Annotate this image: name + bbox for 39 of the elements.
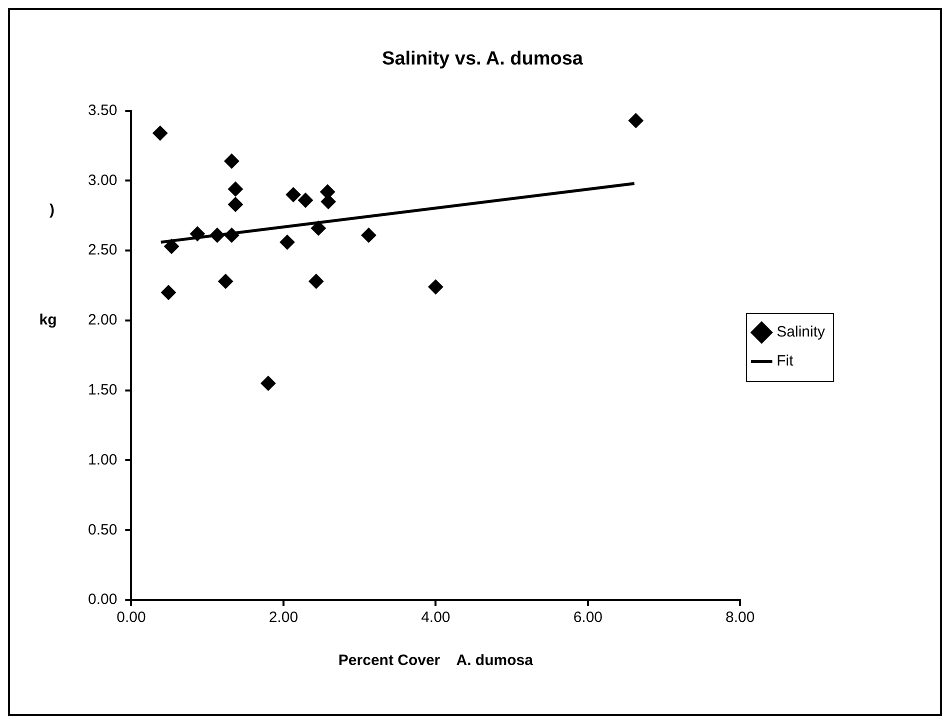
point	[286, 187, 301, 202]
point	[628, 113, 644, 128]
y-tick-label: 1.00	[88, 451, 118, 468]
x-tick-label: 4.00	[421, 609, 450, 626]
point	[190, 226, 205, 242]
point	[228, 196, 243, 212]
point	[160, 285, 176, 300]
point	[361, 228, 376, 243]
chart-title: Salinity vs. A. dumosa	[382, 48, 584, 70]
y-tick-label: 2.00	[88, 312, 118, 329]
text: )	[50, 202, 54, 219]
y-axis-title: kg	[39, 312, 57, 329]
point	[260, 376, 276, 391]
x-axis-title: Percent Cover A. dumosa	[338, 652, 534, 670]
x-tick-label: 6.00	[573, 609, 603, 626]
point	[224, 154, 240, 169]
point	[152, 126, 168, 141]
x-tick-label: 0.00	[116, 609, 146, 626]
y-tick-label: 0.50	[88, 521, 118, 538]
y-tick-label: 2.50	[88, 242, 118, 259]
point	[428, 279, 444, 294]
point	[164, 238, 180, 254]
point	[218, 274, 234, 289]
point	[280, 234, 295, 250]
y-tick-label: 3.50	[88, 102, 118, 119]
legend-label: Fit	[776, 352, 794, 370]
point	[210, 228, 225, 243]
point	[298, 192, 314, 208]
point	[224, 228, 240, 243]
x-tick-label: 2.00	[268, 609, 298, 626]
y-tick-label: 3.00	[88, 172, 118, 189]
point	[228, 182, 243, 197]
legend-label: Salinity	[776, 324, 826, 341]
y-tick-label: 0.00	[88, 591, 118, 608]
x-tick-label: 8.00	[726, 609, 755, 626]
point	[308, 274, 324, 289]
y-tick-label: 1.50	[88, 381, 118, 398]
point	[320, 194, 336, 210]
point	[310, 220, 326, 236]
